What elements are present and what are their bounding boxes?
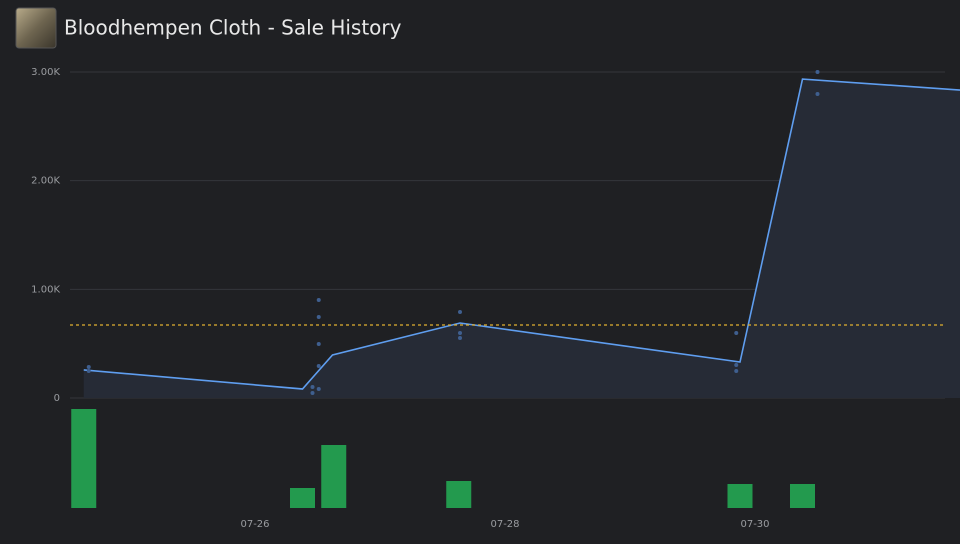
sale-point xyxy=(734,331,739,336)
sale-point xyxy=(310,391,315,396)
sale-point xyxy=(734,362,739,367)
chart-title: Bloodhempen Cloth - Sale History xyxy=(64,16,402,40)
sale-point xyxy=(86,369,91,374)
volume-bar xyxy=(321,445,347,508)
sale-point xyxy=(316,364,321,369)
y-tick-label: 0 xyxy=(54,393,60,404)
volume-bar xyxy=(290,488,315,508)
sale-point xyxy=(458,310,462,315)
volume-bar xyxy=(71,409,97,508)
area xyxy=(83,79,960,399)
sale-point xyxy=(316,341,321,346)
sale-point xyxy=(316,315,321,320)
volume-bar xyxy=(790,484,815,508)
x-tick-label: 07-28 xyxy=(490,519,519,530)
y-tick-label: 3.00K xyxy=(31,67,60,78)
item-icon xyxy=(15,7,57,49)
y-tick-label: 2.00K xyxy=(31,176,60,187)
y-tick-label: 1.00K xyxy=(31,284,60,295)
x-tick-label: 07-26 xyxy=(240,519,269,530)
volume-bar xyxy=(446,481,472,508)
volume-bar xyxy=(727,484,753,508)
sale-point xyxy=(815,70,820,74)
sale-point xyxy=(458,336,462,341)
sale-point xyxy=(734,369,739,374)
sale-point xyxy=(815,92,820,97)
sale-point xyxy=(316,297,321,302)
sale-point xyxy=(458,331,462,336)
sale-point xyxy=(86,365,91,370)
sale-point xyxy=(310,385,315,390)
x-tick-label: 07-30 xyxy=(740,519,769,530)
price-line xyxy=(83,78,960,390)
sale-point xyxy=(316,386,321,391)
